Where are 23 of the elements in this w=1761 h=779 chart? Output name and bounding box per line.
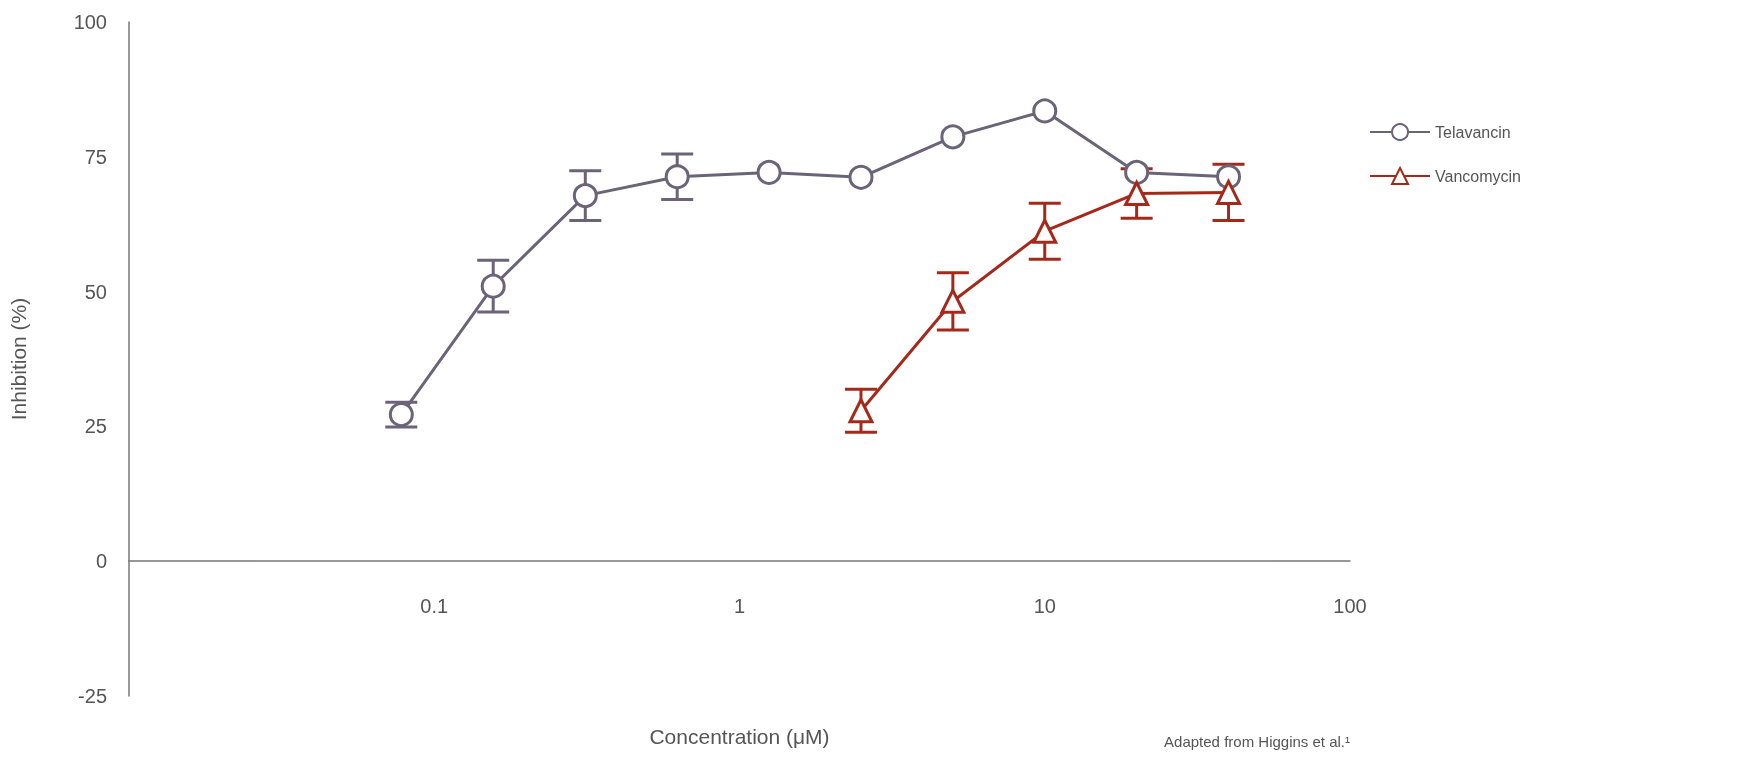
x-tick-label: 10 [1033, 595, 1056, 617]
x-tick-label: 0.1 [420, 595, 449, 617]
legend-label: Vancomycin [1435, 167, 1522, 185]
y-tick-label: 0 [95, 550, 107, 573]
text: Adapted from Higgins et al.¹ [1164, 733, 1351, 750]
point [756, 159, 782, 185]
point [664, 164, 690, 190]
point [480, 273, 506, 299]
y-tick-label: 75 [84, 145, 107, 168]
point [940, 124, 966, 150]
y-tick-label: -25 [78, 685, 107, 707]
x-axis-title: Concentration (μM) [649, 725, 830, 748]
x-tick-label: 100 [1333, 595, 1367, 617]
point [1124, 159, 1150, 185]
y-tick-label: 25 [84, 415, 107, 438]
point [848, 164, 874, 190]
legend-label: Telavancin [1435, 123, 1511, 141]
y-tick-label: 100 [73, 11, 107, 33]
point [1032, 98, 1058, 124]
y-axis-title: Inhibition (%) [7, 297, 30, 421]
y-tick-label: 50 [84, 280, 107, 303]
x-tick-label: 1 [733, 595, 746, 617]
point [572, 183, 598, 209]
